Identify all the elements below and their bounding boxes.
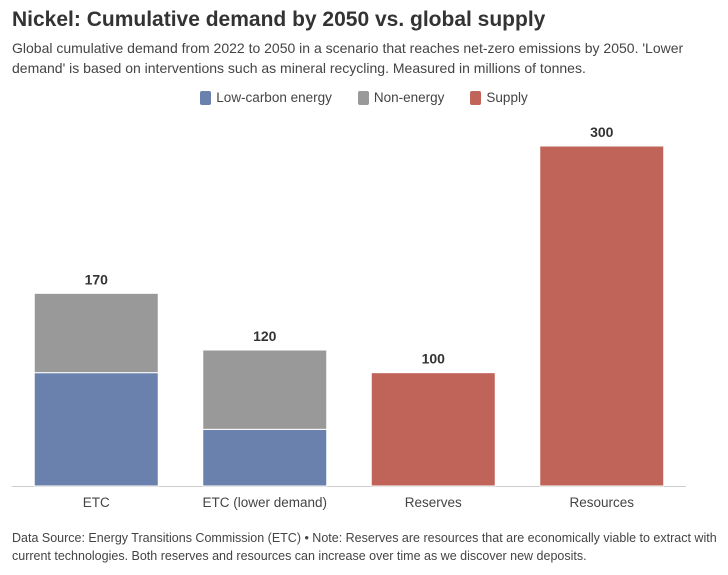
legend-swatch-supply <box>470 90 482 105</box>
bar-chart: 170 ETC 120 ETC (lower demand) 100 Reserves 30… <box>12 124 686 510</box>
footer-note: Data Source: Energy Transitions Commissi… <box>12 531 717 563</box>
bar-etc-lower-demand-non-energy <box>202 349 328 430</box>
legend-item-non-energy: Non-energy <box>357 90 445 105</box>
bar-reserves-supply <box>370 372 496 487</box>
total-label-etc-lower-demand: 120 <box>253 328 277 344</box>
x-tick-label-etc: ETC <box>83 495 110 510</box>
legend-item-supply: Supply <box>470 90 528 105</box>
total-label-reserves: 100 <box>422 351 446 367</box>
legend: Low-carbon energy Non-energy Supply <box>0 90 728 105</box>
total-label-etc: 170 <box>85 271 109 287</box>
legend-label-supply: Supply <box>486 90 528 105</box>
bar-etc-lower-demand-low-carbon-energy <box>202 428 328 487</box>
bar-etc-non-energy <box>33 292 159 374</box>
x-tick-label-etc-lower-demand: ETC (lower demand) <box>202 495 327 510</box>
legend-swatch-non-energy <box>357 90 369 105</box>
legend-label-non-energy: Non-energy <box>373 90 445 105</box>
chart-subtitle: Global cumulative demand from 2022 to 20… <box>12 40 684 76</box>
x-tick-label-resources: Resources <box>569 495 634 510</box>
legend-swatch-low-carbon-energy <box>200 90 212 105</box>
bar-resources-supply <box>539 145 665 487</box>
x-tick-label-reserves: Reserves <box>405 495 462 510</box>
legend-label-low-carbon-energy: Low-carbon energy <box>216 90 332 105</box>
bar-etc-low-carbon-energy <box>33 372 159 487</box>
legend-item-low-carbon-energy: Low-carbon energy <box>200 90 332 105</box>
total-label-resources: 300 <box>590 124 614 140</box>
chart-title: Nickel: Cumulative demand by 2050 vs. gl… <box>12 8 546 31</box>
